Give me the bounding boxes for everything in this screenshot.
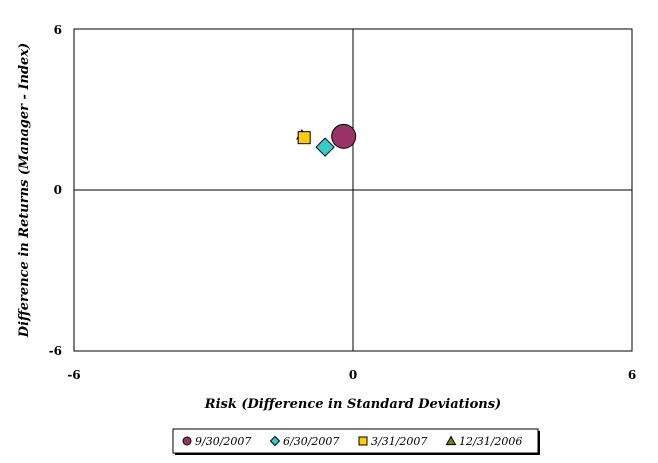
x-tick-left: -6 (67, 368, 80, 382)
legend-label-1: 6/30/2007 (283, 435, 339, 448)
x-tick-right: 6 (628, 368, 636, 382)
legend-symbol-circle (182, 436, 192, 446)
marker-diamond-1-0 (315, 137, 335, 157)
legend-symbol-diamond (269, 435, 281, 447)
legend: 9/30/2007 6/30/2007 3/31/2007 12/31/2006 (172, 428, 540, 455)
y-tick-middle: 0 (54, 183, 62, 197)
data-markers (296, 123, 357, 157)
x-axis-title: Risk (Difference in Standard Deviations) (204, 397, 501, 412)
marker-circle-0-0 (331, 123, 357, 149)
legend-symbol-triangle (445, 435, 457, 446)
legend-symbol-square (358, 436, 368, 446)
y-tick-top: 6 (54, 23, 62, 37)
legend-box (172, 428, 539, 454)
marker-square-2-0 (297, 131, 311, 145)
y-tick-bottom: -6 (49, 344, 62, 358)
x-tick-middle: 0 (349, 368, 357, 382)
legend-label-3: 12/31/2006 (459, 435, 522, 448)
y-axis-title: Difference in Returns (Manager - Index) (17, 43, 32, 338)
legend-label-0: 9/30/2007 (195, 435, 251, 448)
legend-label-2: 3/31/2007 (371, 435, 427, 448)
